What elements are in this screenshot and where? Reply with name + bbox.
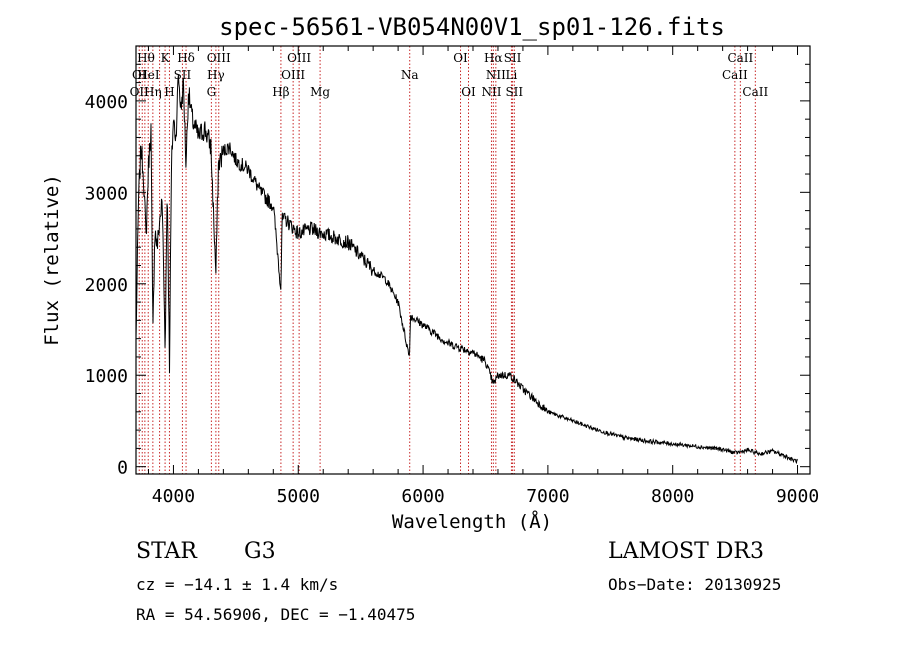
survey-name: LAMOST DR3 (608, 539, 764, 564)
obs-date: Obs−Date: 20130925 (608, 575, 782, 594)
x-tick-label: 5000 (277, 486, 320, 507)
y-tick-label: 3000 (85, 183, 128, 204)
line-label: Hδ (177, 51, 195, 65)
line-label: K (161, 51, 171, 65)
line-label: Hα (484, 51, 503, 65)
line-label: Hθ (137, 51, 155, 65)
x-tick-label: 9000 (776, 486, 819, 507)
line-label: OI (461, 85, 476, 99)
axis-ticks: 4000 5000 6000 7000 8000 9000 0 1000 2000 3000 400… (85, 46, 819, 507)
y-tick-label: 4000 (85, 92, 128, 113)
x-tick-label: 8000 (651, 486, 694, 507)
line-label: NII (481, 85, 501, 99)
line-label: Mg (310, 85, 330, 99)
line-label: CaII (742, 85, 768, 99)
chart-title: spec-56561-VB054N00V1_sp01-126.fits (219, 13, 725, 41)
plot-frame (135, 45, 811, 475)
line-label: Na (401, 68, 419, 82)
emission-line-markers (138, 46, 756, 474)
ra-dec: RA = 54.56906, DEC = −1.40475 (136, 605, 416, 624)
line-label: Hγ (207, 68, 225, 82)
line-label: G (207, 85, 217, 99)
line-label: Li (506, 68, 518, 82)
y-tick-label: 2000 (85, 275, 128, 296)
x-tick-label: 4000 (152, 486, 195, 507)
object-subclass: G3 (244, 539, 276, 564)
spectrum-series (135, 75, 798, 465)
line-label: CaII (727, 51, 753, 65)
line-label: OII (130, 85, 150, 99)
spectrum-line (135, 75, 798, 465)
object-class: STAR (136, 539, 197, 564)
line-label: NII (486, 68, 506, 82)
line-label: H (164, 85, 174, 99)
line-label: OI (453, 51, 468, 65)
line-label: OIII (207, 51, 231, 65)
y-tick-label: 0 (117, 458, 128, 479)
line-label: Hη (144, 85, 162, 99)
line-label: HeI (137, 68, 160, 82)
x-tick-label: 6000 (401, 486, 444, 507)
line-label: OIII (281, 68, 305, 82)
line-label: CaII (722, 68, 748, 82)
x-tick-label: 7000 (526, 486, 569, 507)
redshift-cz: cz = −14.1 ± 1.4 km/s (136, 575, 339, 594)
y-tick-label: 1000 (85, 366, 128, 387)
line-label: Hβ (272, 85, 289, 99)
y-axis-label: Flux (relative) (41, 174, 63, 346)
x-axis-label: Wavelength (Å) (392, 510, 552, 533)
line-label: OIII (287, 51, 311, 65)
line-label: SII (504, 51, 522, 65)
line-label: SII (505, 85, 523, 99)
